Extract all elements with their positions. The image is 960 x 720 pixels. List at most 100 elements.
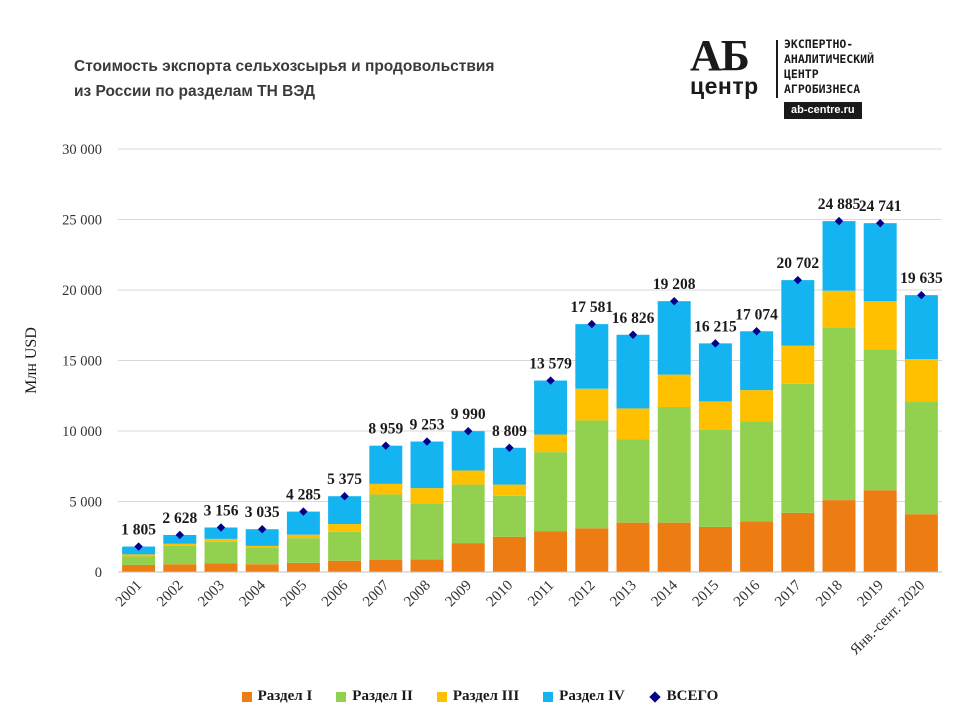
bar-segment-s2 [451, 484, 485, 544]
bar-segment-s3 [328, 524, 362, 532]
bar-segment-s3 [451, 470, 485, 485]
x-tick-label: 2001 [113, 578, 146, 611]
bar-segment-s2 [904, 401, 938, 515]
bar-segment-s3 [575, 388, 609, 421]
bar-segment-s2 [781, 383, 815, 513]
x-tick-label: 2015 [690, 578, 723, 611]
bar-segment-s2 [163, 545, 197, 565]
bar-segment-s4 [740, 331, 774, 391]
bar-segment-s3 [698, 401, 732, 430]
legend-diamond-total-icon [649, 690, 661, 703]
bar-segment-s1 [657, 522, 691, 572]
bar-segment-s1 [163, 564, 197, 572]
logo-url: ab-centre.ru [784, 102, 862, 119]
x-tick-label: 2014 [649, 577, 682, 610]
bar-segment-s3 [822, 290, 856, 328]
x-tick-label: 2002 [154, 578, 187, 611]
y-tick-label: 15 000 [62, 354, 102, 370]
bar-segment-s2 [616, 439, 650, 523]
x-tick-label: 2003 [195, 578, 228, 611]
bar-segment-s1 [245, 564, 279, 572]
bar-segment-s2 [575, 420, 609, 529]
total-data-label: 9 990 [451, 406, 486, 423]
total-data-label: 16 215 [694, 318, 737, 335]
legend-label-s2: Раздел II [352, 688, 413, 704]
logo-caption-line4: АГРОБИЗНЕСА [784, 82, 861, 96]
total-marker [340, 492, 349, 501]
ab-centre-logo: АБ центр ЭКСПЕРТНО- АНАЛИТИЧЕСКИЙ ЦЕНТР … [690, 31, 940, 122]
x-tick-label: 2016 [731, 577, 764, 610]
y-tick-label: 30 000 [62, 142, 102, 158]
bar-segment-s1 [369, 560, 403, 572]
bar-segment-s1 [410, 559, 444, 572]
bar-segment-s3 [492, 484, 526, 496]
bar-segment-s1 [122, 564, 156, 572]
legend-swatch-s3 [436, 691, 447, 702]
x-tick-label: 2012 [566, 578, 599, 611]
bar-segment-s4 [863, 223, 897, 302]
bar-segment-s3 [534, 434, 568, 453]
total-data-label: 3 156 [204, 503, 239, 520]
bar-segment-s2 [245, 548, 279, 565]
bar-segment-s3 [863, 301, 897, 350]
bar-segment-s4 [616, 334, 650, 409]
bar-segment-s2 [698, 429, 732, 527]
bar-segment-s2 [492, 495, 526, 537]
x-tick-label: 2010 [484, 578, 517, 611]
bar-segment-s4 [657, 301, 691, 375]
legend-item-s3: Раздел III [436, 688, 519, 705]
bar-segment-s4 [492, 447, 526, 485]
y-tick-label: 0 [95, 565, 102, 581]
bar-segment-s1 [286, 562, 320, 572]
total-marker [464, 426, 473, 436]
bar-segment-s3 [204, 538, 238, 542]
total-marker [175, 530, 184, 540]
x-tick-label: Янв.-сент. 2020 [847, 578, 928, 659]
logo-separator [776, 40, 778, 98]
total-marker [258, 525, 267, 534]
bar-segment-s1 [740, 521, 774, 572]
x-tick-label: 2007 [360, 577, 393, 610]
total-marker [505, 443, 514, 452]
total-marker [134, 542, 143, 551]
total-marker [752, 327, 761, 336]
bar-segment-s3 [163, 543, 197, 546]
y-tick-label: 20 000 [62, 283, 102, 299]
logo-caption: ЭКСПЕРТНО- АНАЛИТИЧЕСКИЙ ЦЕНТР АГРОБИЗНЕ… [784, 37, 874, 97]
bar-segment-s4 [698, 343, 732, 402]
logo-caption-line2: АНАЛИТИЧЕСКИЙ [784, 52, 875, 66]
total-data-label: 8 809 [492, 423, 527, 440]
legend-swatch-s4 [543, 691, 554, 702]
bar-segment-s2 [204, 541, 238, 564]
total-data-label: 5 375 [327, 471, 362, 488]
bar-segment-s4 [822, 221, 856, 291]
total-data-label: 2 628 [162, 510, 197, 527]
bar-segment-s1 [616, 522, 650, 572]
y-tick-label: 10 000 [62, 424, 102, 440]
bar-segment-s3 [616, 408, 650, 440]
bar-segment-s2 [863, 349, 897, 491]
bar-segment-s2 [369, 494, 403, 561]
total-marker [876, 218, 885, 228]
bar-segment-s1 [822, 500, 856, 572]
logo-word: центр [690, 73, 759, 99]
total-marker [793, 275, 802, 285]
logo-mark: АБ [690, 31, 750, 80]
bar-segment-s4 [410, 441, 444, 489]
bar-segment-s3 [740, 390, 774, 422]
legend-item-s2: Раздел II [336, 688, 413, 705]
total-data-label: 24 741 [859, 198, 902, 215]
total-marker [917, 290, 926, 300]
y-axis-label: Млн USD [23, 327, 40, 394]
bar-segment-s1 [904, 514, 938, 572]
logo-caption-line3: ЦЕНТР [784, 67, 819, 81]
bar-segment-s3 [369, 483, 403, 495]
chart-title: Стоимость экспорта сельхозсырья и продов… [74, 54, 614, 104]
y-tick-label: 25 000 [62, 213, 102, 229]
total-data-label: 24 885 [818, 196, 861, 213]
legend-item-s1: Раздел I [241, 688, 312, 705]
bar-segment-s3 [781, 345, 815, 384]
legend-item-s4: Раздел IV [543, 688, 625, 705]
bar-segment-s1 [534, 531, 568, 572]
